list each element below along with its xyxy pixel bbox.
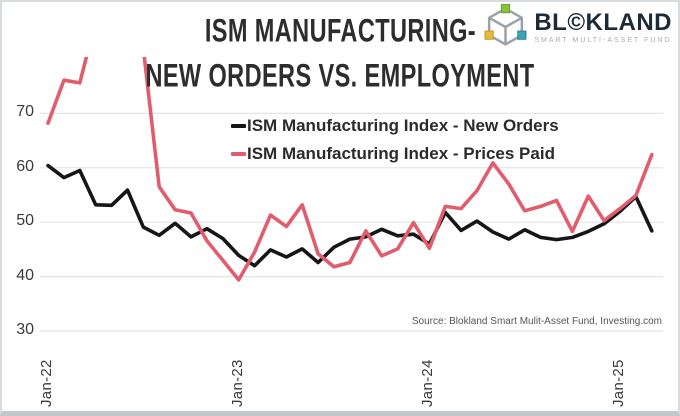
legend-swatch-new-orders	[231, 124, 246, 128]
legend-row-new-orders: ISM Manufacturing Index - New Orders	[231, 115, 559, 137]
y-axis-label-60: 60	[16, 157, 34, 175]
chart-title-line2: NEW ORDERS VS. EMPLOYMENT	[145, 56, 535, 95]
y-axis-label-70: 70	[16, 103, 34, 121]
blokland-logo: BL©KLAND SMART MULTI-ASSET FUND	[482, 3, 672, 51]
chart-legend: ISM Manufacturing Index - New Orders ISM …	[231, 115, 559, 171]
y-axis-label-50: 50	[16, 212, 34, 230]
legend-label-new-orders: ISM Manufacturing Index - New Orders	[247, 116, 559, 135]
legend-label-prices-paid: ISM Manufacturing Index - Prices Paid	[247, 144, 555, 163]
y-axis-label-40: 40	[16, 266, 34, 284]
logo-brand-text: BL©KLAND	[534, 9, 672, 36]
chart-title-line1: ISM MANUFACTURING-	[204, 11, 476, 50]
y-axis-label-30: 30	[16, 321, 34, 338]
series-line-new-orders	[46, 163, 654, 268]
chart-title: ISM MANUFACTURING- NEW ORDERS VS. EMPLOY…	[0, 8, 680, 98]
x-axis-label-Jan-23: Jan-23	[228, 359, 246, 407]
logo-tagline-text: SMART MULTI-ASSET FUND	[534, 37, 672, 44]
x-axis-label-Jan-22: Jan-22	[38, 359, 55, 407]
cube-teal	[517, 30, 527, 40]
x-axis-label-Jan-24: Jan-24	[419, 359, 437, 407]
series-line-prices-paid	[46, 57, 654, 282]
cube-yellow	[484, 30, 495, 40]
cube-logo-icon	[484, 4, 527, 46]
cube-green	[501, 4, 511, 14]
legend-row-prices-paid: ISM Manufacturing Index - Prices Paid	[231, 143, 559, 165]
legend-swatch-prices-paid	[231, 152, 246, 156]
source-note: Source: Blokland Smart Mulit-Asset Fund,…	[411, 316, 662, 327]
x-axis-label-Jan-25: Jan-25	[610, 359, 628, 407]
